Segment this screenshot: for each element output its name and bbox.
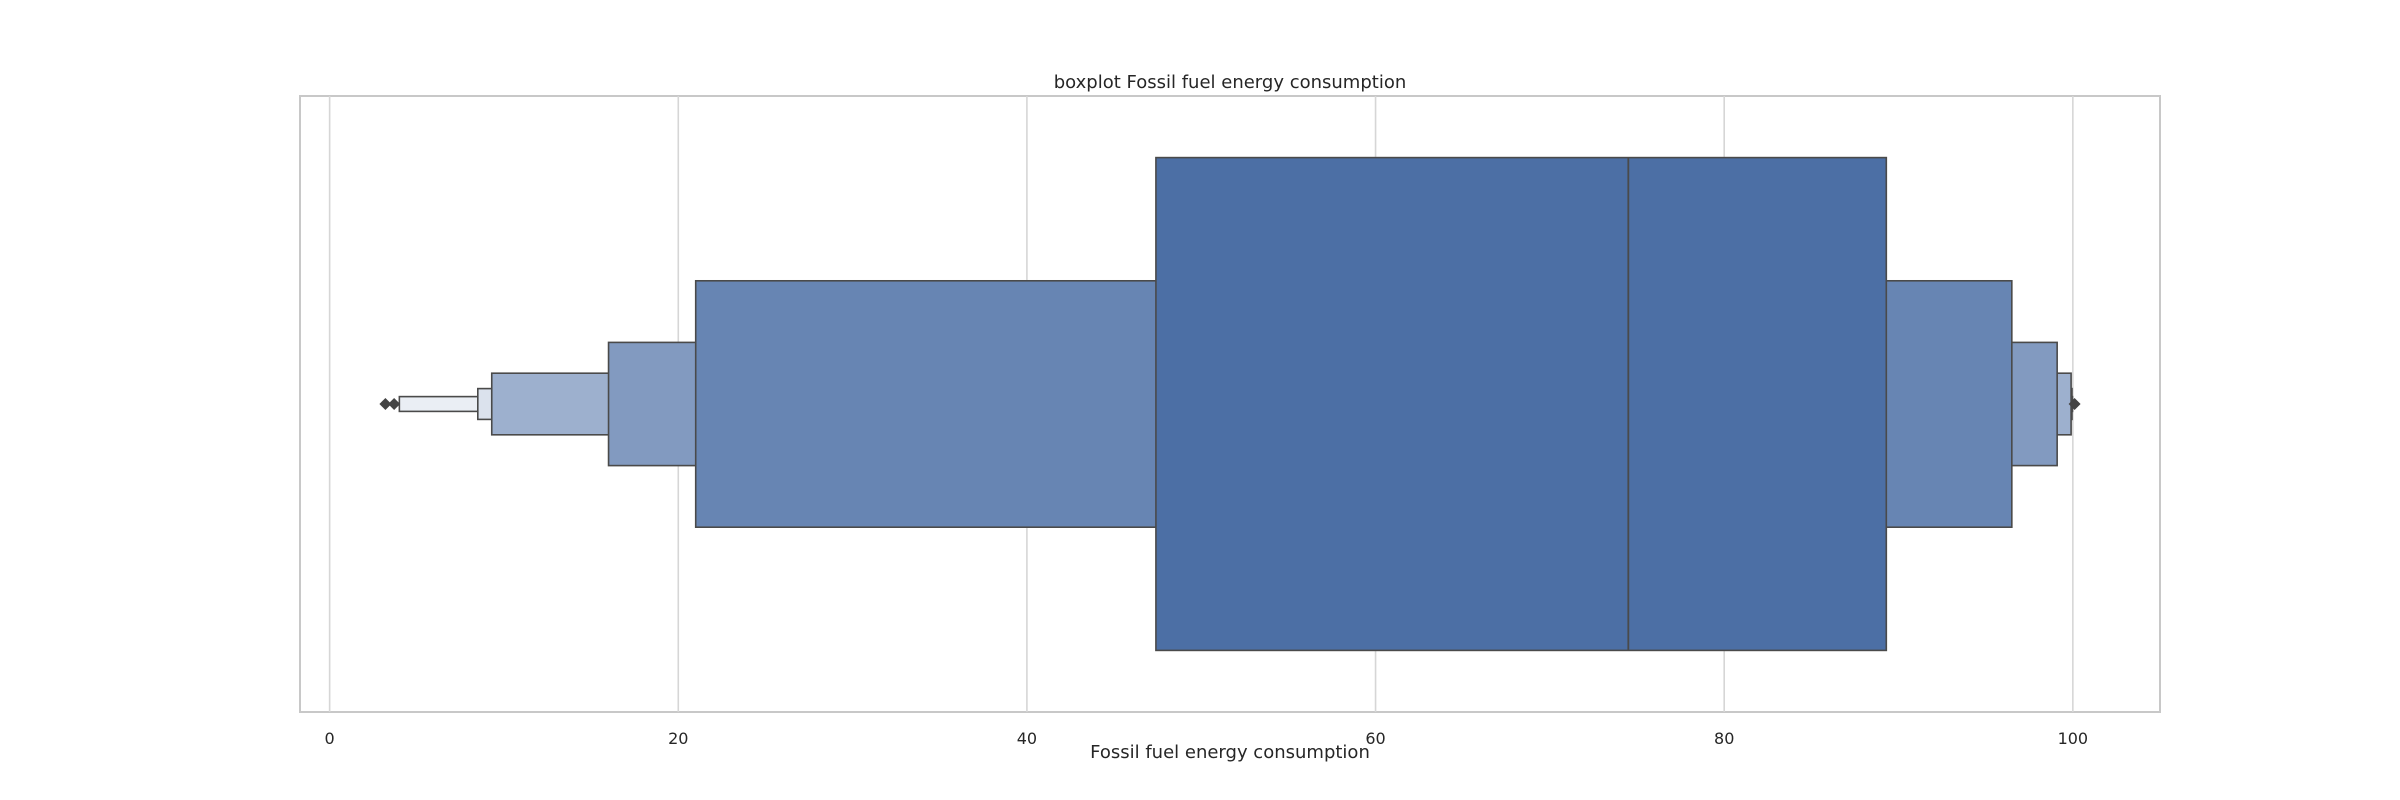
x-tick-labels: 0 20 40 60 80 100 (325, 729, 2089, 748)
outlier-points (379, 398, 2081, 410)
chart-title: boxplot Fossil fuel energy consumption (1054, 72, 1407, 93)
x-tick-label-100: 100 (2058, 729, 2089, 748)
outlier-point-2 (388, 398, 401, 410)
x-tick-label-20: 20 (668, 729, 688, 748)
letter-value-boxes (398, 156, 2074, 652)
x-tick-label-40: 40 (1017, 729, 1037, 748)
outlier-point-3 (2068, 398, 2081, 410)
x-tick-label-60: 60 (1365, 729, 1385, 748)
outlier-point-1 (379, 398, 392, 410)
x-tick-label-80: 80 (1714, 729, 1734, 748)
x-axis-label: Fossil fuel energy consumption (1090, 742, 1370, 763)
x-tick-label-0: 0 (325, 729, 335, 748)
letter-value-box-1 (1155, 156, 1888, 652)
